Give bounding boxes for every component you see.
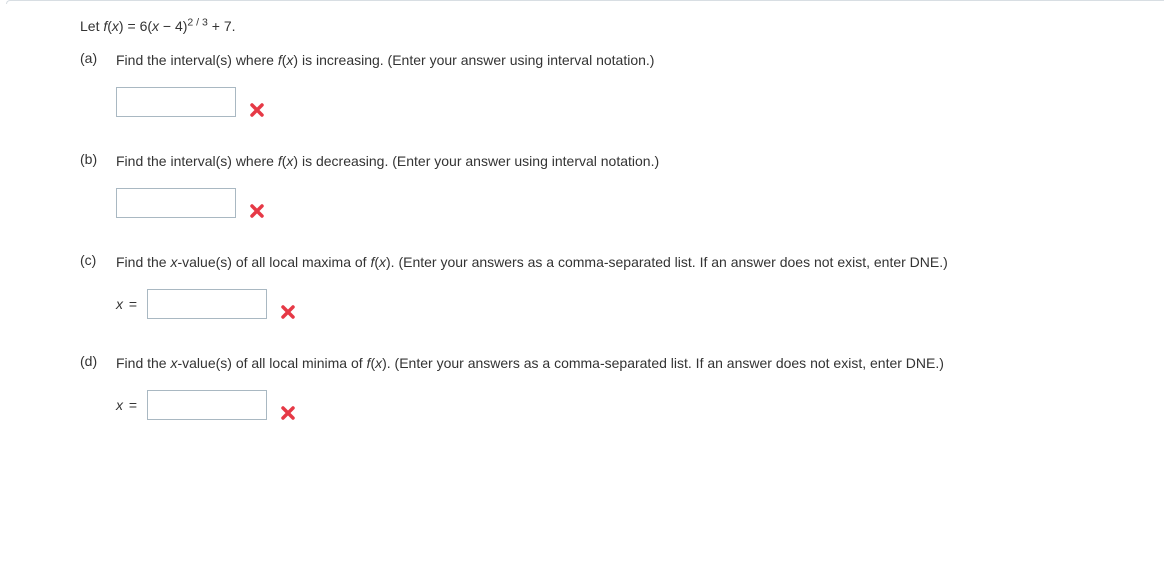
intro-exp: 2 / 3 (187, 16, 207, 28)
part-a-answer-row (116, 87, 1090, 117)
part-d-prompt: Find the x-value(s) of all local minima … (116, 353, 1090, 374)
part-c-prompt: Find the x -value(s) of all local maxima … (116, 252, 1090, 273)
part-d-text-2: -value(s) of all local minima of (177, 355, 366, 371)
incorrect-icon (279, 303, 297, 321)
incorrect-icon (248, 202, 266, 220)
intro-expr-var: x (152, 18, 159, 34)
part-d-answer-row: x = (116, 390, 1090, 420)
part-b: (b) Find the interval(s) where f(x) is d… (80, 151, 1090, 218)
part-c-x: x (379, 254, 386, 270)
intro-expr-b: − 4) (159, 18, 187, 34)
part-b-text-1: Find the interval(s) where (116, 153, 278, 169)
part-d-prefix-var: x (116, 397, 123, 413)
part-b-text-2: is decreasing. (Enter your answer using … (298, 153, 659, 169)
part-a-prompt: Find the interval(s) where f(x) is incre… (116, 50, 1090, 71)
part-c-label: (c) (80, 252, 116, 268)
part-c-text-2: -value(s) of all local maxima of (177, 254, 370, 270)
question-intro: Let f(x) = 6(x − 4)2 / 3 + 7. (80, 18, 1090, 34)
part-b-answer-row (116, 188, 1090, 218)
part-a-text-2: is increasing. (Enter your answer using … (298, 52, 654, 68)
part-d-text-1: Find the (116, 355, 170, 371)
part-a-input[interactable] (116, 87, 236, 117)
part-b-prompt: Find the interval(s) where f(x) is decre… (116, 151, 1090, 172)
part-c-prefix-var: x (116, 296, 123, 312)
part-d-prefix: x = (116, 397, 139, 413)
incorrect-icon (248, 101, 266, 119)
part-d-text-3: . (Enter your answers as a comma-separat… (387, 355, 944, 371)
intro-x: x (112, 18, 119, 34)
part-d-prefix-eq: = (125, 397, 137, 413)
part-b-input[interactable] (116, 188, 236, 218)
part-c-input[interactable] (147, 289, 267, 319)
part-a: (a) Find the interval(s) where f(x) is i… (80, 50, 1090, 117)
intro-expr-a: 6( (140, 18, 152, 34)
part-c-prefix-eq: = (125, 296, 137, 312)
intro-eq: = (124, 18, 140, 34)
part-c-text-1: Find the (116, 254, 170, 270)
part-a-label: (a) (80, 50, 116, 66)
part-d-label: (d) (80, 353, 116, 369)
incorrect-icon (279, 404, 297, 422)
panel-top-border (6, 0, 1164, 4)
question-container: Let f(x) = 6(x − 4)2 / 3 + 7. (a) Find t… (0, 6, 1170, 474)
part-c-prefix: x = (116, 296, 139, 312)
intro-expr-c: + 7. (208, 18, 236, 34)
part-d: (d) Find the x-value(s) of all local min… (80, 353, 1090, 420)
part-b-label: (b) (80, 151, 116, 167)
part-c: (c) Find the x -value(s) of all local max… (80, 252, 1090, 319)
part-c-answer-row: x = (116, 289, 1090, 319)
part-d-input[interactable] (147, 390, 267, 420)
intro-let: Let (80, 18, 103, 34)
part-c-text-3: . (Enter your answers as a comma-separat… (391, 254, 948, 270)
part-a-text-1: Find the interval(s) where (116, 52, 278, 68)
